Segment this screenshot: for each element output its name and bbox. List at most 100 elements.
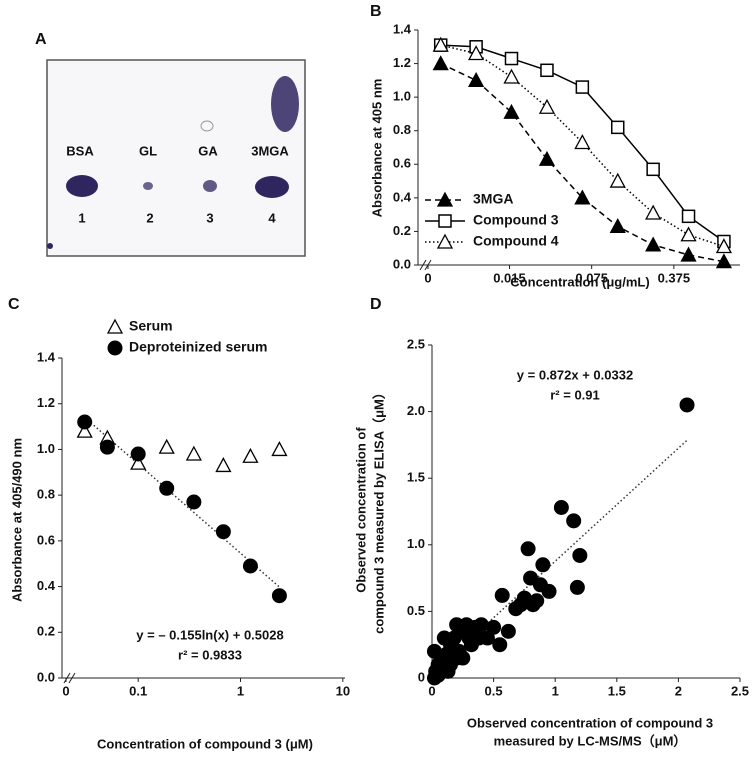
trend-line (84, 416, 280, 588)
marker (569, 579, 585, 595)
y-axis-title: Absorbance at 405/490 nm (9, 438, 24, 602)
marker (76, 422, 93, 438)
marker (426, 643, 442, 659)
lane-number: 2 (146, 210, 153, 225)
marker (500, 623, 516, 639)
marker (609, 218, 626, 234)
annotation: y = 0.872x + 0.0332 (517, 367, 633, 382)
y-tick-label: 0.5 (407, 603, 425, 618)
legend-label: 3MGA (473, 191, 513, 207)
marker (242, 558, 258, 574)
blot-spot (143, 182, 153, 190)
marker (645, 204, 662, 220)
x-tick-label: 0 (428, 683, 435, 698)
marker (538, 150, 556, 166)
marker (529, 593, 545, 609)
y-tick-label: 1.4 (37, 349, 56, 364)
legend-label: Deproteinized serum (129, 339, 267, 355)
marker (130, 446, 146, 462)
marker (449, 650, 465, 666)
y-tick-label: 2.5 (407, 336, 425, 351)
marker (473, 617, 489, 633)
x-tick-label: 10 (336, 683, 350, 698)
marker (715, 238, 733, 254)
marker (572, 547, 588, 563)
blot-smear (271, 76, 299, 132)
x-tick-label: 2.5 (731, 683, 749, 698)
marker (436, 630, 452, 646)
marker (492, 637, 508, 653)
lane-label: GA (198, 143, 218, 158)
series-line (440, 62, 725, 263)
x-axis-title: Observed concentration of compound 3 (467, 715, 713, 730)
marker (574, 189, 591, 205)
marker (468, 71, 485, 88)
y-axis-title: Absorbance at 405 nm (369, 79, 384, 218)
annotation: r² = 0.9833 (178, 647, 242, 662)
marker (535, 557, 551, 573)
y-tick-label: 0.6 (37, 532, 55, 547)
marker (520, 541, 536, 557)
marker (574, 134, 591, 150)
marker (540, 63, 554, 78)
marker (432, 55, 449, 71)
blot-spot (66, 175, 98, 197)
marker (486, 619, 502, 635)
y-tick-label: 1.0 (37, 441, 55, 456)
x-axis-title: Concentration of compound 3 (μM) (97, 736, 313, 751)
marker (681, 209, 696, 224)
marker (158, 438, 175, 454)
y-tick-label: 0.8 (393, 122, 411, 137)
x-tick-label: 0.5 (485, 683, 503, 698)
marker (494, 587, 510, 603)
marker (215, 524, 231, 540)
marker (680, 246, 697, 262)
y-tick-label: 1.2 (37, 395, 55, 410)
marker (504, 51, 519, 66)
lane-label: BSA (66, 143, 94, 158)
axis-break (63, 672, 76, 684)
marker (99, 439, 115, 455)
blot-speck (47, 243, 53, 249)
y-tick-label: 0.6 (393, 156, 411, 171)
x-axis-title: Concentration (μg/mL) (510, 274, 649, 289)
marker (553, 500, 569, 516)
x-axis-title: measured by LC-MS/MS（μM） (494, 733, 687, 748)
y-tick-label: 0.4 (37, 578, 56, 593)
y-tick-label: 1.5 (407, 470, 425, 485)
x-tick-label: 0.075 (575, 270, 608, 285)
x-tick-label: 2 (675, 683, 682, 698)
panel-label: B (370, 3, 382, 20)
marker (541, 583, 557, 599)
annotation: r² = 0.91 (550, 387, 600, 402)
blot-membrane (46, 59, 306, 257)
blot-spots (47, 76, 299, 249)
marker (130, 454, 147, 470)
x-tick-label: 1 (237, 683, 244, 698)
trend-line (431, 439, 688, 675)
marker (538, 98, 556, 114)
lane-number: 3 (206, 210, 213, 225)
marker (715, 253, 733, 269)
marker (186, 494, 202, 510)
marker (609, 172, 626, 188)
marker (440, 663, 456, 679)
marker (646, 162, 660, 177)
marker (106, 318, 124, 334)
marker (436, 233, 454, 249)
marker (468, 45, 485, 61)
y-tick-label: 0 (418, 669, 425, 684)
x-tick-label: 0 (424, 270, 431, 285)
y-tick-label: 0.2 (37, 624, 55, 639)
lane-number: 1 (78, 210, 85, 225)
marker (242, 447, 259, 463)
marker (566, 513, 582, 529)
annotation: y = – 0.155ln(x) + 0.5028 (136, 627, 283, 642)
blot-spot (203, 180, 217, 192)
marker (215, 457, 232, 473)
marker (107, 340, 123, 356)
y-tick-label: 0.4 (393, 189, 412, 204)
marker (680, 226, 697, 242)
y-tick-label: 1.4 (393, 21, 412, 36)
marker (503, 103, 520, 119)
